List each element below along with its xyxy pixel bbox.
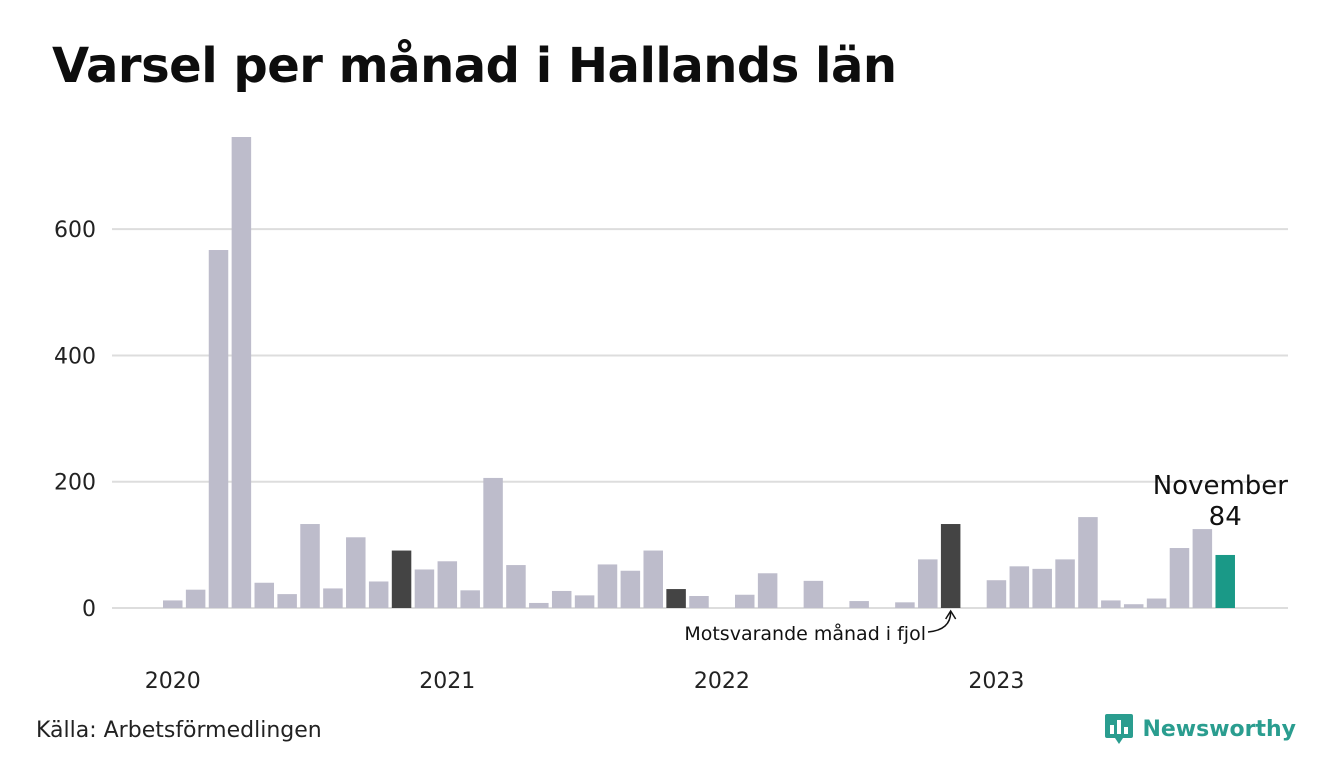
y-axis-ticks: 0 200 400 600	[54, 218, 96, 622]
bar-2020-03	[208, 250, 229, 608]
bar-2020-04	[231, 137, 252, 608]
bar-2023-10	[1192, 529, 1213, 608]
bar-2022-03	[757, 573, 778, 608]
bar-2022-05	[803, 580, 824, 608]
bar-2021-12	[689, 596, 709, 608]
bar-2021-01	[437, 561, 458, 608]
bar-2023-05	[1078, 517, 1098, 608]
y-tick-label: 600	[54, 218, 96, 243]
bar-2020-09	[346, 537, 366, 608]
grid-lines	[112, 228, 1288, 609]
bar-2023-01	[986, 580, 1007, 608]
bar-2020-11	[391, 550, 412, 608]
bar-2021-04	[506, 565, 526, 608]
bar-2023-04	[1055, 559, 1075, 608]
bar-2022-11	[940, 524, 961, 608]
bar-2020-12	[414, 569, 435, 608]
x-tick-label-2022: 2022	[694, 669, 750, 694]
bar-2021-08	[597, 564, 618, 608]
bars	[163, 137, 1235, 608]
bar-2022-09	[895, 602, 915, 608]
bar-2020-06	[277, 594, 297, 608]
bar-2020-10	[368, 581, 389, 608]
bar-2021-03	[483, 477, 503, 608]
bar-2023-07	[1123, 604, 1144, 608]
chart-title: Varsel per månad i Hallands län	[52, 38, 897, 94]
bar-2023-11	[1215, 554, 1235, 608]
bar-2020-08	[323, 588, 343, 608]
bar-2020-05	[254, 582, 275, 608]
prev-year-label: Motsvarande månad i fjol	[684, 622, 926, 645]
bar-2023-06	[1101, 600, 1121, 608]
bar-chart-speech-bubble-icon	[1105, 714, 1134, 744]
prev-year-arrowhead	[945, 609, 957, 620]
bar-2021-10	[643, 550, 663, 608]
current-value-label: 84	[1209, 502, 1242, 532]
bar-2020-07	[300, 524, 320, 608]
bar-2021-07	[574, 595, 595, 608]
brand-name: Newsworthy	[1142, 716, 1296, 742]
x-axis-ticks: 2020 2021 2022 2023	[145, 669, 1025, 694]
x-tick-label-2020: 2020	[145, 669, 201, 694]
bar-2021-05	[529, 602, 549, 608]
bar-2021-06	[551, 590, 572, 608]
bar-2022-07	[849, 601, 869, 608]
y-tick-label: 200	[54, 471, 96, 496]
bar-2023-08	[1146, 598, 1167, 608]
bar-2021-09	[620, 570, 641, 608]
x-tick-label-2023: 2023	[968, 669, 1024, 694]
bar-2022-02	[735, 594, 755, 608]
brand-logo: Newsworthy	[1104, 712, 1296, 746]
bar-2021-02	[460, 590, 480, 608]
bar-2023-02	[1009, 566, 1030, 608]
current-month-label: November	[1153, 471, 1289, 501]
prev-year-arrow	[927, 611, 952, 633]
bar-2023-09	[1169, 548, 1190, 608]
x-tick-label-2021: 2021	[419, 669, 475, 694]
bar-2020-02	[185, 589, 206, 608]
bar-2022-10	[918, 559, 938, 608]
source-note: Källa: Arbetsförmedlingen	[36, 718, 322, 743]
y-tick-label: 400	[54, 344, 96, 369]
bar-2021-11	[666, 589, 686, 608]
bar-2020-01	[163, 600, 183, 608]
y-tick-label: 0	[82, 597, 96, 622]
bar-2023-03	[1032, 568, 1052, 608]
